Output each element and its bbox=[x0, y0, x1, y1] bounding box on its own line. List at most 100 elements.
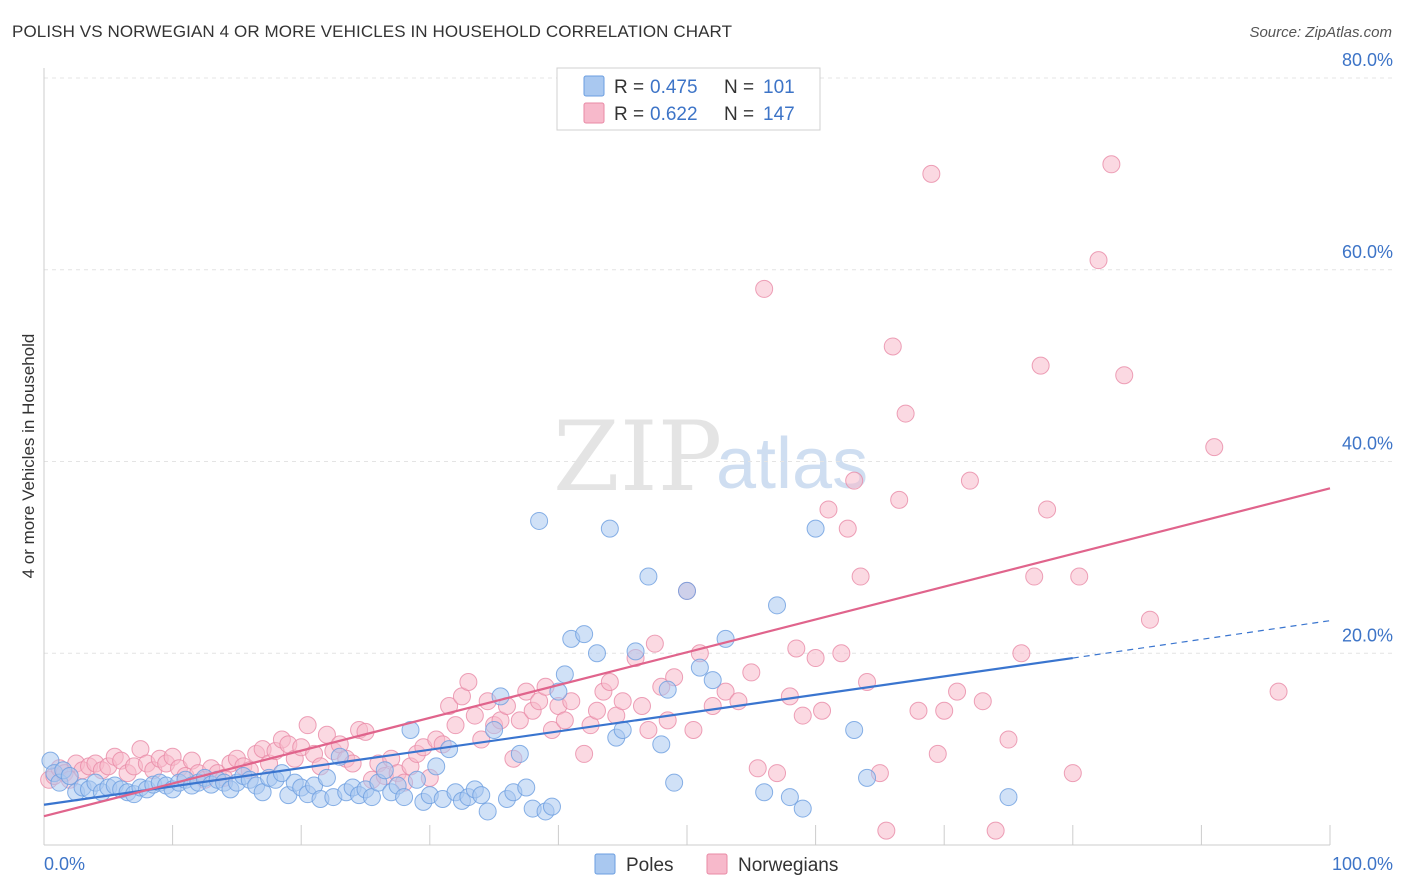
watermark-atlas: atlas bbox=[716, 424, 868, 504]
poles-point bbox=[575, 625, 594, 644]
legend-r-label: R = bbox=[614, 104, 644, 125]
poles-point bbox=[678, 581, 696, 600]
y-axis-label: 4 or more Vehicles in Household bbox=[19, 334, 38, 579]
correlation-legend: R = 0.475 N = 101 R = 0.622 N = 147 bbox=[556, 67, 821, 131]
series-poles bbox=[41, 511, 1018, 821]
poles-point bbox=[858, 768, 877, 787]
poles-point bbox=[60, 766, 79, 785]
legend-r-value-poles: 0.475 bbox=[650, 77, 698, 98]
norwegians-point bbox=[742, 663, 761, 682]
norwegians-point bbox=[510, 711, 529, 730]
norwegians-point bbox=[298, 716, 317, 735]
norwegians-point bbox=[883, 337, 902, 356]
norwegians-point bbox=[1031, 356, 1050, 375]
norwegians-point bbox=[922, 164, 941, 183]
norwegians-point bbox=[896, 404, 915, 423]
norwegians-point bbox=[948, 682, 967, 701]
poles-point bbox=[845, 720, 864, 739]
norwegians-point bbox=[793, 706, 812, 725]
norwegians-point bbox=[973, 692, 992, 711]
y-tick-label: 20.0% bbox=[1342, 625, 1393, 645]
poles-point bbox=[510, 744, 529, 763]
poles-point bbox=[665, 773, 684, 792]
legend-n-label: N = bbox=[724, 77, 754, 98]
source-credit: Source: ZipAtlas.com bbox=[1249, 24, 1392, 41]
poles-point bbox=[690, 658, 709, 677]
poles-point bbox=[395, 788, 414, 807]
poles-point bbox=[652, 735, 671, 754]
norwegians-point bbox=[446, 716, 465, 735]
grid-lines bbox=[44, 77, 1393, 654]
legend-r-label: R = bbox=[614, 77, 644, 98]
norwegians-point bbox=[838, 519, 857, 538]
trend-lines bbox=[43, 487, 1331, 818]
x-tick-label-max: 100.0% bbox=[1332, 854, 1393, 874]
norwegians-point bbox=[1089, 251, 1108, 270]
poles-point bbox=[600, 519, 619, 538]
norwegians-point bbox=[845, 471, 864, 490]
poles-point bbox=[639, 567, 658, 586]
norwegians-point bbox=[806, 649, 825, 668]
norwegians-point bbox=[787, 639, 806, 658]
norwegians-point bbox=[575, 744, 594, 763]
norwegians-point bbox=[890, 490, 909, 509]
legend-swatch-poles bbox=[583, 75, 605, 97]
y-tick-labels: 20.0% 40.0% 60.0% 80.0% bbox=[1342, 50, 1393, 645]
norwegians-point bbox=[755, 279, 774, 298]
poles-point bbox=[999, 788, 1018, 807]
norwegians-point bbox=[832, 644, 851, 663]
y-tick-label: 60.0% bbox=[1342, 242, 1393, 262]
norwegians-point bbox=[780, 687, 799, 706]
norwegians-point bbox=[613, 692, 632, 711]
norwegians-point bbox=[562, 692, 581, 711]
poles-point bbox=[658, 680, 677, 699]
legend-r-value-norwegians: 0.622 bbox=[650, 104, 698, 125]
norwegians-point bbox=[639, 720, 658, 739]
norwegians-point bbox=[768, 764, 787, 783]
bottom-legend-label-poles: Poles bbox=[626, 855, 674, 876]
norwegians-point bbox=[1140, 610, 1159, 629]
bottom-legend-label-norwegians: Norwegians bbox=[738, 855, 838, 876]
x-ticks bbox=[172, 825, 1331, 845]
norwegians-point bbox=[716, 682, 735, 701]
poles-point bbox=[478, 802, 497, 821]
norwegians-point bbox=[851, 567, 870, 586]
norwegians-point bbox=[960, 471, 979, 490]
poles-point bbox=[427, 757, 446, 776]
norwegians-point bbox=[877, 821, 896, 840]
poles-point bbox=[375, 761, 394, 780]
series-legend: Poles Norwegians bbox=[594, 853, 838, 876]
norwegians-point bbox=[632, 696, 651, 715]
norwegians-point bbox=[1102, 155, 1121, 174]
poles-point bbox=[317, 768, 336, 787]
norwegians-point bbox=[909, 701, 928, 720]
poles-point bbox=[626, 642, 645, 661]
norwegians-point bbox=[748, 759, 767, 778]
norwegians-point bbox=[935, 701, 954, 720]
poles-point bbox=[542, 797, 561, 816]
watermark-zip: ZIP bbox=[553, 401, 722, 513]
legend-n-label: N = bbox=[724, 104, 754, 125]
poles-point bbox=[472, 786, 491, 805]
poles-point bbox=[587, 644, 606, 663]
norwegians-point bbox=[813, 701, 832, 720]
legend-n-value-norwegians: 147 bbox=[763, 104, 795, 125]
poles-point bbox=[485, 720, 504, 739]
poles-point bbox=[555, 665, 574, 684]
chart-title: POLISH VS NORWEGIAN 4 OR MORE VEHICLES I… bbox=[12, 22, 733, 41]
norwegians-point bbox=[600, 673, 619, 692]
legend-swatch-norwegians bbox=[583, 102, 605, 124]
norwegians-point bbox=[1038, 500, 1057, 519]
poles-point bbox=[806, 519, 825, 538]
norwegians-point bbox=[1012, 644, 1031, 663]
poles-point bbox=[768, 596, 787, 615]
poles-point bbox=[549, 682, 568, 701]
bottom-legend-swatch-norwegians bbox=[706, 853, 728, 875]
watermark: ZIP atlas bbox=[553, 401, 868, 513]
poles-point bbox=[703, 671, 722, 690]
norwegians-point bbox=[459, 673, 478, 692]
poles-trend-line bbox=[43, 656, 1073, 806]
norwegians-point bbox=[645, 634, 664, 653]
norwegians-point bbox=[928, 744, 947, 763]
